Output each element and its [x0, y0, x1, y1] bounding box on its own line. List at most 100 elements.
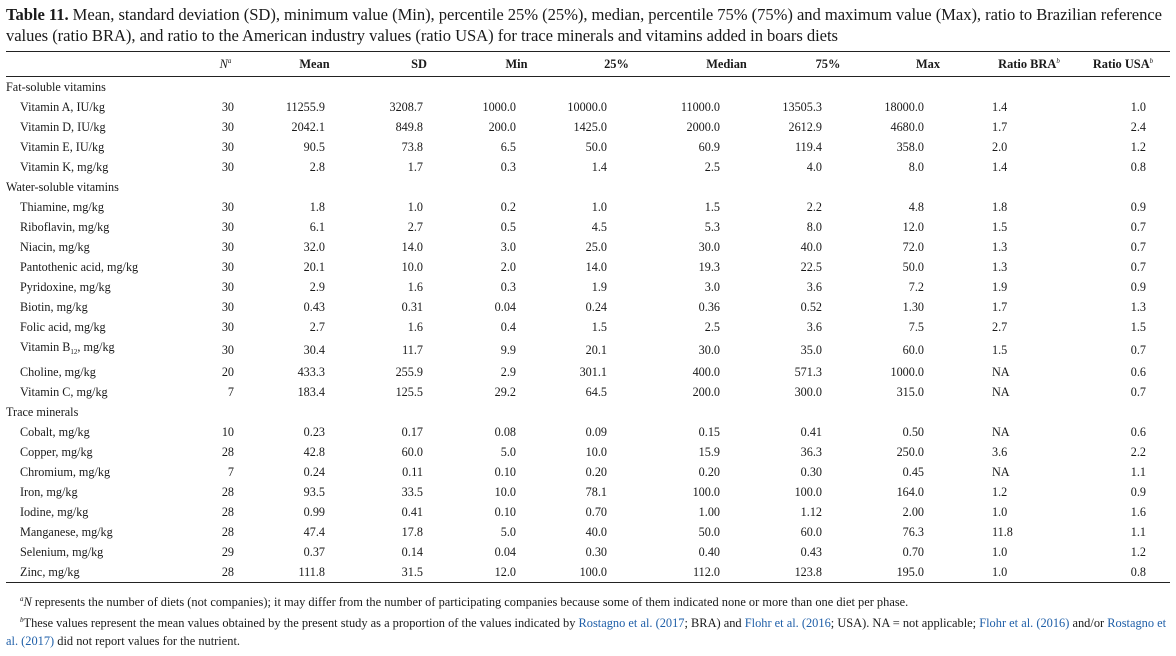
cell-usa: 0.7	[1130, 220, 1146, 234]
cell-bra: NA	[992, 385, 1010, 399]
cell-p25: 0.09	[585, 425, 607, 439]
cell-mean: 11255.9	[285, 100, 325, 114]
header-n-footnote-mark: a	[227, 56, 232, 65]
reference-link-rostagno[interactable]: Rostagno et al. (2017	[578, 616, 685, 630]
cell-p75: 0.30	[800, 465, 822, 479]
table-row: Thiamine, mg/kg 30 1.8 1.0 0.2 1.0 1.5 2.2 4.8 1.…	[6, 197, 1170, 217]
cell-usa: 0.6	[1130, 365, 1146, 379]
cell-max: 0.45	[902, 465, 924, 479]
cell-p75: 2612.9	[788, 120, 822, 134]
table-row: Vitamin E, IU/kg 30 90.5 73.8 6.5 50.0 60.9 119…	[6, 137, 1170, 157]
cell-usa: 2.4	[1130, 120, 1146, 134]
header-sd: SD	[367, 51, 471, 77]
reference-link-rostagno-2[interactable]: Rostagno et al. (2017)	[6, 616, 1167, 648]
cell-usa: 1.5	[1130, 320, 1146, 334]
cell-max: 50.0	[902, 260, 924, 274]
cell-p25: 0.30	[585, 545, 607, 559]
cell-n: 30	[221, 160, 234, 174]
cell-mean: 93.5	[303, 485, 325, 499]
cell-p25: 1.5	[591, 320, 607, 334]
reference-link-flohr-2[interactable]: Flohr et al. (2016)	[979, 616, 1070, 630]
reference-link-flohr[interactable]: Flohr et al. (2016	[744, 616, 831, 630]
nutrient-name: Thiamine, mg/kg	[20, 200, 104, 214]
table-row: Biotin, mg/kg 30 0.43 0.31 0.04 0.24 0.36 0.52 1…	[6, 297, 1170, 317]
cell-bra: 11.8	[992, 525, 1013, 539]
cell-sd: 255.9	[395, 365, 423, 379]
cell-min: 5.0	[500, 445, 516, 459]
cell-min: 0.4	[500, 320, 516, 334]
cell-bra: 3.6	[992, 445, 1008, 459]
cell-max: 0.70	[902, 545, 924, 559]
cell-p75: 8.0	[806, 220, 822, 234]
cell-usa: 1.1	[1130, 465, 1146, 479]
cell-median: 0.20	[698, 465, 720, 479]
cell-sd: 1.6	[407, 280, 423, 294]
cell-p25: 40.0	[585, 525, 607, 539]
table-row: Vitamin B12, mg/kg 30 30.4 11.7 9.9 20.1 30.0 3…	[6, 337, 1170, 362]
cell-min: 0.04	[494, 545, 516, 559]
cell-mean: 0.99	[303, 505, 325, 519]
cell-median: 0.40	[698, 545, 720, 559]
cell-usa: 0.7	[1130, 240, 1146, 254]
footnote-b-mark: b	[20, 616, 24, 624]
nutrient-name: Vitamin B12, mg/kg	[6, 337, 189, 362]
section-title: Fat-soluble vitamins	[6, 80, 106, 94]
cell-min: 3.0	[500, 240, 516, 254]
cell-p25: 100.0	[562, 562, 671, 583]
cell-p25: 25.0	[585, 240, 607, 254]
cell-n: 30	[221, 342, 234, 357]
header-ratio-usa: Ratio USAb	[1076, 51, 1170, 77]
cell-sd: 849.8	[395, 120, 423, 134]
cell-max: 4.8	[908, 200, 924, 214]
cell-median: 2.5	[704, 320, 720, 334]
cell-p75: 0.52	[800, 300, 822, 314]
header-ratio-usa-label: Ratio USA	[1092, 56, 1150, 71]
cell-sd: 0.41	[401, 505, 423, 519]
header-n: Na	[189, 51, 262, 77]
table-caption-label: Table 11.	[6, 5, 69, 24]
table-row: Riboflavin, mg/kg 30 6.1 2.7 0.5 4.5 5.3 8.0 12.…	[6, 217, 1170, 237]
nutrient-name: Vitamin C, mg/kg	[20, 385, 108, 399]
cell-usa: 1.3	[1130, 300, 1146, 314]
cell-n: 7	[227, 385, 234, 399]
cell-min: 6.5	[500, 140, 516, 154]
cell-bra: 1.9	[992, 280, 1008, 294]
cell-n: 29	[221, 545, 234, 559]
cell-bra: 1.4	[992, 160, 1008, 174]
nutrient-name: Folic acid, mg/kg	[20, 320, 106, 334]
table-row: Zinc, mg/kg 28 111.8 31.5 12.0 100.0 112.0 123.…	[6, 562, 1170, 583]
header-row: Na Mean SD Min 25% Median 75% Max Ratio …	[6, 51, 1170, 77]
cell-bra: 1.3	[992, 260, 1008, 274]
cell-bra: 1.7	[992, 300, 1008, 314]
footnote-b-text-2: ; BRA) and	[684, 616, 745, 630]
nutrient-name: Choline, mg/kg	[20, 365, 96, 379]
cell-max: 164.0	[896, 485, 924, 499]
cell-median: 400.0	[692, 365, 720, 379]
cell-sd: 2.7	[407, 220, 423, 234]
cell-max: 12.0	[902, 220, 924, 234]
cell-min: 0.08	[494, 425, 516, 439]
cell-median: 112.0	[671, 562, 782, 583]
cell-bra: 1.2	[992, 485, 1008, 499]
cell-n: 30	[221, 140, 234, 154]
cell-median: 200.0	[692, 385, 720, 399]
cell-p25: 1.0	[591, 200, 607, 214]
cell-bra: NA	[992, 365, 1010, 379]
cell-min: 0.3	[500, 280, 516, 294]
footnote-b-text-3: ; USA). NA = not applicable;	[830, 616, 980, 630]
cell-p75: 22.5	[800, 260, 822, 274]
cell-sd: 31.5	[367, 562, 471, 583]
header-ratio-bra-footnote-mark: b	[1056, 56, 1060, 65]
cell-max: 1.30	[902, 300, 924, 314]
table-row: Manganese, mg/kg 28 47.4 17.8 5.0 40.0 50.0 60.…	[6, 522, 1170, 542]
cell-usa: 1.2	[1130, 140, 1146, 154]
cell-usa: 1.1	[1130, 525, 1146, 539]
cell-mean: 1.8	[309, 200, 325, 214]
cell-n: 30	[221, 200, 234, 214]
cell-sd: 0.17	[401, 425, 423, 439]
cell-n: 30	[221, 260, 234, 274]
cell-n: 30	[221, 120, 234, 134]
footnote-b: bThese values represent the mean values …	[6, 611, 1170, 650]
footnote-b-text-5: did not report values for the nutrient.	[54, 634, 240, 648]
cell-usa: 0.9	[1130, 280, 1146, 294]
